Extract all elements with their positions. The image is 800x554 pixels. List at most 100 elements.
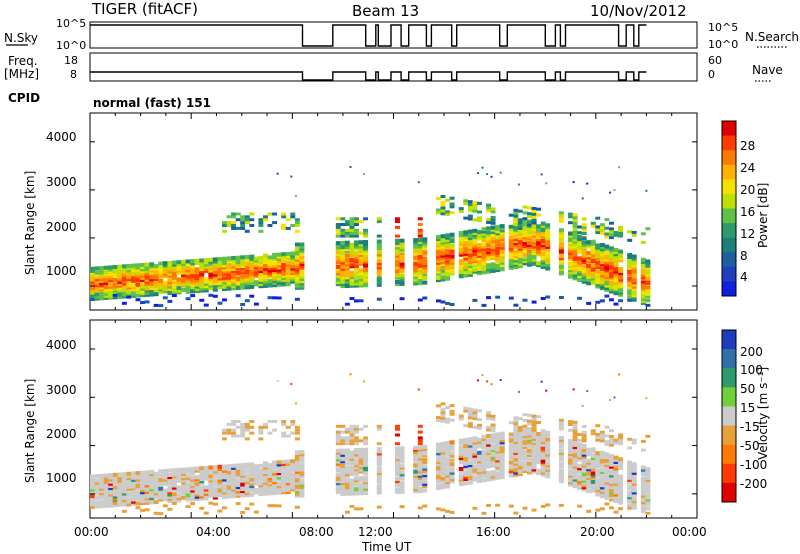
power-cell [540,251,546,256]
power-cell [613,282,619,287]
power-cell [508,248,514,253]
velocity-cell [299,491,305,496]
velocity-cell [244,464,250,469]
velocity-cell [413,478,419,483]
velocity-cell [640,495,646,500]
velocity-cell [640,482,646,487]
velocity-cell [103,501,109,506]
power-cell [263,279,268,284]
power-cell [258,273,264,278]
power-cell [354,234,359,238]
velocity-cell [108,503,114,508]
velocity-cell [395,455,400,460]
power-cell [103,285,109,290]
power-cell [413,244,419,249]
power-cell [577,256,583,261]
velocity-cell [445,443,451,448]
velocity-cell [290,487,296,492]
velocity-cell [595,477,601,482]
velocity-cell [294,472,300,476]
power-cell [472,235,478,240]
velocity-cell [135,497,141,502]
velocity-cell [422,460,428,465]
power-cell [349,249,355,254]
power-cell [358,220,364,224]
power-cell [103,272,109,277]
velocity-cell [108,484,114,488]
power-cell [531,261,537,266]
power-cell [294,275,300,280]
velocity-cell [499,446,505,451]
velocity-cell [595,462,601,466]
power-cell [108,293,114,298]
velocity-cell [349,472,355,477]
power-cell [276,296,282,300]
velocity-cell [609,456,614,461]
power-cell [267,266,273,271]
power-cell [499,254,505,259]
velocity-cell [413,471,419,476]
power-cell [135,293,141,298]
power-cell [517,246,523,251]
power-cell [358,257,364,262]
velocity-cell [121,478,127,483]
velocity-cell [508,449,514,454]
velocity-cell [640,485,646,490]
velocity-cell [645,467,651,472]
power-cell [513,211,519,215]
power-cell [477,234,482,239]
velocity-cell [513,444,519,449]
power-cell [335,225,341,229]
velocity-cell [335,474,341,479]
power-cell [376,269,382,274]
power-cell [244,278,250,283]
velocity-cell [263,474,268,479]
velocity-cell [226,431,232,435]
velocity-cell [517,425,523,429]
velocity-cell [545,472,551,477]
velocity-cell [481,434,487,439]
power-cell [645,189,648,192]
power-cell [167,278,173,283]
velocity-cell [590,462,596,467]
power-cell [354,251,359,256]
velocity-cell [467,437,473,442]
power-ytick-2000: 2000 [46,220,77,234]
power-cell [235,260,241,264]
velocity-cell [335,457,341,462]
power-cell [267,283,273,288]
sky-noise-line [90,24,647,47]
power-colorbar-swatch [722,135,736,151]
velocity-cell [609,493,614,498]
velocity-cell [522,453,528,458]
velocity-cell [108,490,114,495]
power-cell [399,281,405,286]
power-cell [627,296,633,301]
velocity-cell [590,473,596,478]
power-cell [176,260,182,265]
power-cell [217,283,223,287]
power-cell [294,218,300,222]
velocity-cell [618,476,624,481]
velocity-cell [131,501,136,506]
velocity-cell [363,447,369,452]
power-cell [363,263,369,268]
power-cell [354,279,359,284]
power-cell [344,234,350,238]
velocity-cell [208,476,214,481]
power-cell [276,278,282,283]
velocity-cell [344,510,350,514]
power-cell [618,253,624,258]
power-cell [399,277,405,282]
power-cell [545,231,551,236]
velocity-cell [495,471,501,476]
velocity-cell [458,469,464,474]
velocity-cell [581,450,587,455]
velocity-cell [363,462,369,467]
power-cell [599,271,605,276]
velocity-cell [190,471,196,476]
power-cell [131,274,136,279]
power-cell [199,273,205,278]
power-cell [358,268,364,273]
velocity-cell [176,476,182,481]
